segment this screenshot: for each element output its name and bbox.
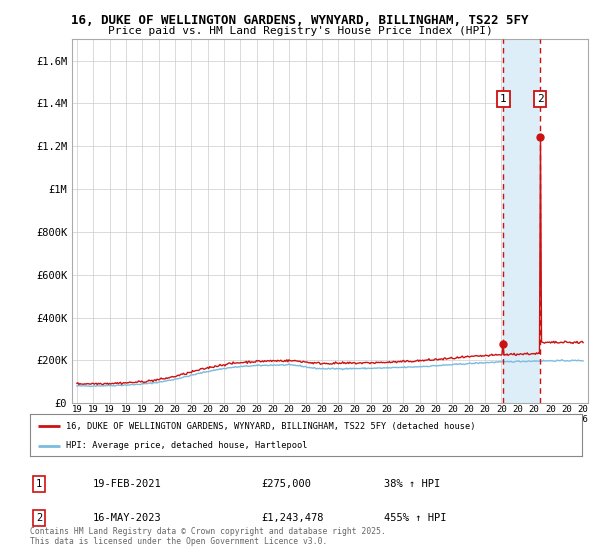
Bar — [503, 39, 540, 403]
Text: 38% ↑ HPI: 38% ↑ HPI — [384, 479, 440, 489]
Text: 1: 1 — [36, 479, 42, 489]
Text: 455% ↑ HPI: 455% ↑ HPI — [384, 513, 446, 523]
Text: 16-MAY-2023: 16-MAY-2023 — [93, 513, 162, 523]
Text: 16, DUKE OF WELLINGTON GARDENS, WYNYARD, BILLINGHAM, TS22 5FY: 16, DUKE OF WELLINGTON GARDENS, WYNYARD,… — [71, 14, 529, 27]
Text: 19-FEB-2021: 19-FEB-2021 — [93, 479, 162, 489]
Text: HPI: Average price, detached house, Hartlepool: HPI: Average price, detached house, Hart… — [66, 441, 307, 450]
Bar — [540, 39, 591, 403]
Text: Price paid vs. HM Land Registry's House Price Index (HPI): Price paid vs. HM Land Registry's House … — [107, 26, 493, 36]
Text: 2: 2 — [36, 513, 42, 523]
Text: 1: 1 — [500, 94, 507, 104]
Text: £1,243,478: £1,243,478 — [261, 513, 323, 523]
Text: 2: 2 — [537, 94, 544, 104]
Text: £275,000: £275,000 — [261, 479, 311, 489]
Text: Contains HM Land Registry data © Crown copyright and database right 2025.
This d: Contains HM Land Registry data © Crown c… — [30, 526, 386, 546]
Text: 16, DUKE OF WELLINGTON GARDENS, WYNYARD, BILLINGHAM, TS22 5FY (detached house): 16, DUKE OF WELLINGTON GARDENS, WYNYARD,… — [66, 422, 475, 431]
